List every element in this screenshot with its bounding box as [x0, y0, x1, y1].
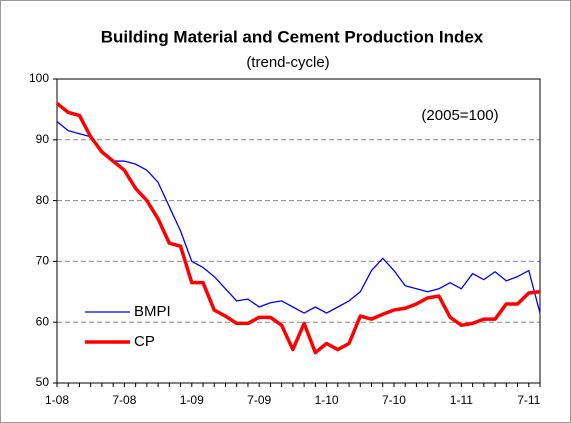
x-tick-label: 7-10 — [382, 393, 406, 407]
x-tick-label: 1-10 — [315, 393, 339, 407]
x-tick-label: 1-09 — [180, 393, 204, 407]
chart-title: Building Material and Cement Production … — [101, 27, 484, 46]
x-tick-label: 7-11 — [517, 393, 540, 407]
chart-subtitle: (trend-cycle) — [246, 54, 329, 71]
line — [55, 101, 541, 355]
x-tick-label: 1-08 — [45, 393, 69, 407]
legend-label: CP — [134, 333, 155, 350]
x-tick-label: 7-09 — [247, 393, 271, 407]
y-tick-label: 70 — [36, 254, 50, 268]
x-tick-label: 7-08 — [112, 393, 136, 407]
y-tick-label: 60 — [36, 314, 50, 328]
annotation: (2005=100) — [421, 107, 498, 124]
y-tick-label: 80 — [36, 193, 50, 207]
plot-border — [56, 78, 541, 384]
y-tick-label: 100 — [29, 71, 49, 85]
y-tick-label: 90 — [36, 132, 50, 146]
x-tick-label: 1-11 — [450, 393, 473, 407]
y-tick-label: 50 — [36, 375, 50, 389]
legend-label: BMPI — [134, 303, 171, 320]
line — [56, 121, 541, 314]
